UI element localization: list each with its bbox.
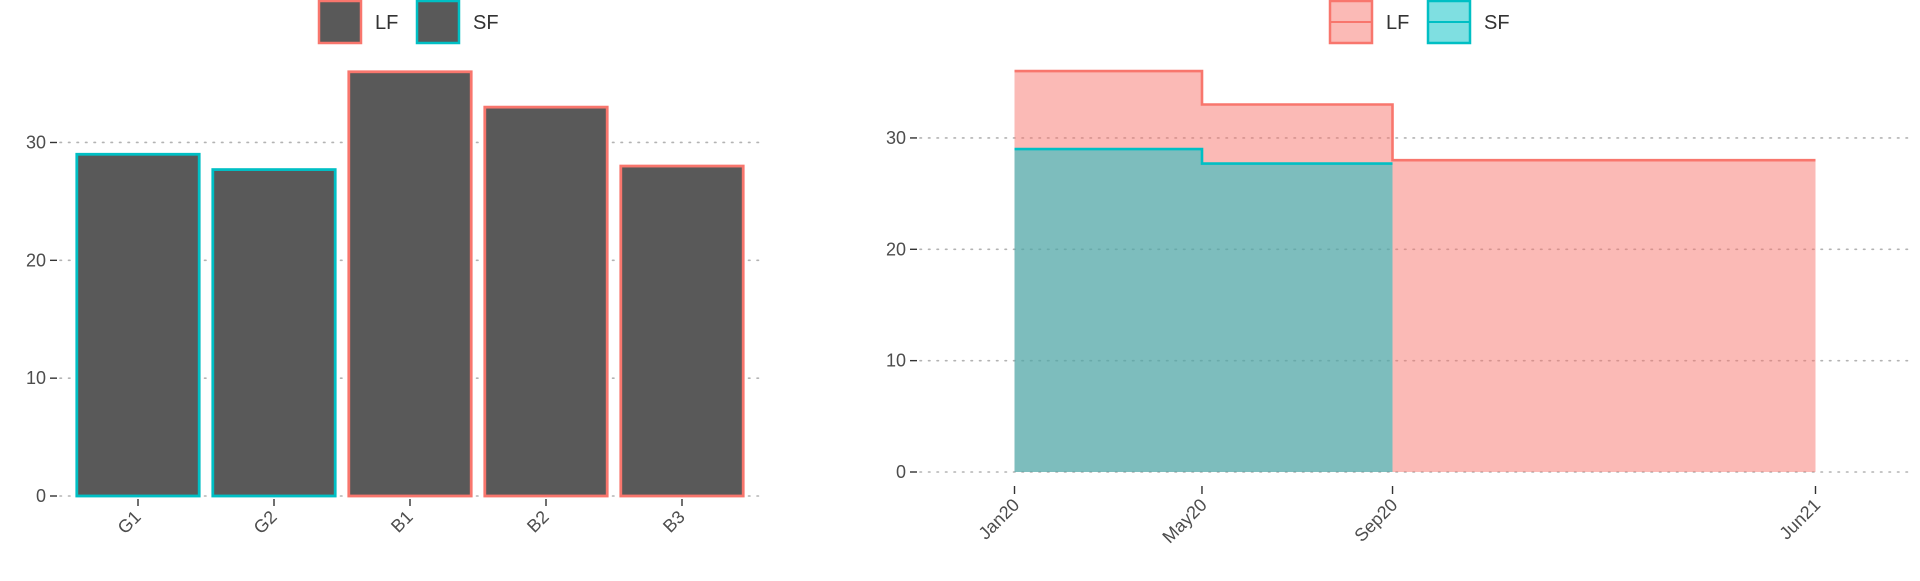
line-lf — [1014, 69, 1816, 162]
y-tick-label: 30 — [26, 132, 46, 152]
x-tick-label: Sep20 — [1350, 495, 1401, 546]
y-tick-label: 30 — [886, 128, 906, 148]
y-tick-label: 10 — [26, 368, 46, 388]
x-tick-label: G1 — [114, 507, 145, 538]
y-tick-label: 20 — [886, 239, 906, 259]
y-tick-label: 0 — [896, 462, 906, 482]
y-tick-label: 0 — [36, 486, 46, 506]
legend-label: SF — [473, 12, 499, 34]
x-tick-label: B1 — [387, 507, 417, 537]
x-tick-label: B2 — [523, 507, 553, 537]
x-tick-label: G2 — [250, 507, 281, 538]
legend-key — [317, 0, 363, 45]
bar-chart: 0 10 20 30 G1 G2 B1 B2 B3 LF SF — [26, 0, 761, 538]
legend-label: SF — [1484, 12, 1510, 34]
legend-label: LF — [1386, 12, 1409, 34]
x-tick-label: May20 — [1158, 495, 1210, 547]
bar — [211, 168, 337, 498]
legend-key — [415, 0, 461, 45]
area-chart: 0 10 20 30 Jan20 May20 Sep20 Jun21 LF SF — [886, 0, 1911, 547]
y-tick-label: 10 — [886, 351, 906, 371]
bar — [619, 164, 745, 498]
bar-legend: LF SF — [317, 0, 499, 45]
bar — [75, 152, 201, 498]
bar — [347, 70, 473, 498]
area-legend: LF SF — [1328, 0, 1510, 45]
bar — [483, 105, 609, 498]
area-sf — [1014, 149, 1393, 472]
x-tick-label: Jan20 — [975, 495, 1024, 544]
legend-label: LF — [375, 12, 398, 34]
line-sf — [1014, 147, 1393, 165]
y-tick-label: 20 — [26, 250, 46, 270]
x-tick-label: Jun21 — [1775, 495, 1824, 544]
x-tick-label: B3 — [659, 507, 689, 537]
